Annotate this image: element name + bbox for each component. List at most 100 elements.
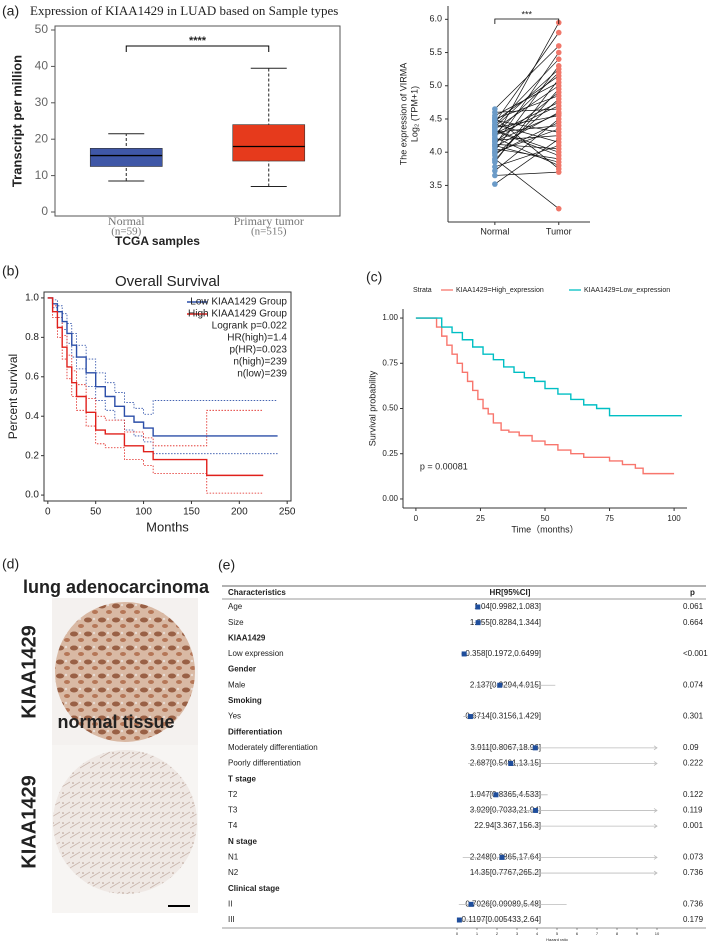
hr-marker bbox=[461, 651, 467, 657]
annotation: Logrank p=0.022 bbox=[212, 321, 288, 332]
point bbox=[555, 92, 562, 99]
y-tick-label: 0.0 bbox=[25, 490, 39, 501]
point bbox=[492, 157, 498, 163]
confidence-bound bbox=[47, 297, 278, 415]
x-axis-label: TCGA samples bbox=[115, 234, 200, 248]
pair-line bbox=[494, 82, 559, 116]
hr-marker bbox=[475, 620, 481, 626]
pair-line bbox=[494, 145, 559, 168]
row-label: N1 bbox=[228, 853, 239, 862]
pair-line bbox=[494, 138, 559, 185]
chart-title: Expression of KIAA1429 in LUAD based on … bbox=[30, 3, 338, 18]
annotation: p(HR)=0.023 bbox=[229, 345, 287, 356]
annotation: n(low)=239 bbox=[237, 369, 287, 380]
y-axis-label: Survival probability bbox=[367, 370, 377, 446]
x-tick-label: 100 bbox=[667, 514, 681, 523]
y-tick-label: 4.5 bbox=[429, 113, 442, 123]
row-label: KIAA1429 bbox=[18, 775, 40, 868]
x-tick-label: 2 bbox=[496, 931, 499, 936]
pair-line bbox=[494, 72, 560, 135]
point bbox=[492, 164, 498, 170]
row-label: Male bbox=[228, 680, 246, 689]
annotation: p = 0.00081 bbox=[420, 461, 468, 471]
pair-line bbox=[494, 105, 559, 136]
group-label: Smoking bbox=[228, 696, 262, 705]
point bbox=[555, 72, 562, 79]
ci-arrow bbox=[653, 855, 658, 860]
hr-marker bbox=[499, 854, 505, 860]
panel-label: (e) bbox=[218, 557, 235, 573]
point bbox=[492, 168, 498, 174]
p-value: 0.074 bbox=[683, 680, 704, 689]
point bbox=[555, 79, 562, 86]
row-label: Low expression bbox=[228, 649, 284, 658]
p-value: 0.061 bbox=[683, 602, 704, 611]
y-tick-label: 10 bbox=[35, 168, 49, 182]
point bbox=[492, 118, 498, 124]
row-label: II bbox=[228, 899, 232, 908]
x-tick-label: 100 bbox=[135, 507, 152, 518]
point bbox=[492, 127, 498, 134]
row-label: T2 bbox=[228, 790, 238, 799]
ci-arrow bbox=[653, 823, 658, 829]
point bbox=[555, 159, 562, 165]
y-tick-label: 0.2 bbox=[25, 450, 39, 461]
group-label: KIAA1429 bbox=[228, 633, 266, 642]
hr-label: 0.358[0.1972,0.6499] bbox=[465, 649, 541, 658]
x-tick-label: 5 bbox=[556, 931, 559, 936]
point bbox=[555, 129, 562, 136]
point bbox=[492, 138, 498, 145]
x-tick-label: 9 bbox=[636, 931, 639, 936]
x-tick-label: Normal bbox=[108, 214, 145, 228]
group-label: Gender bbox=[228, 665, 256, 674]
x-tick-label: 7 bbox=[596, 931, 599, 936]
point bbox=[555, 29, 562, 36]
point bbox=[492, 142, 498, 149]
point bbox=[555, 66, 562, 72]
box bbox=[232, 124, 306, 162]
x-tick-label: 200 bbox=[231, 507, 248, 518]
pair-line bbox=[494, 117, 559, 170]
group-label: T stage bbox=[228, 774, 257, 783]
y-tick-label: 0.4 bbox=[25, 411, 39, 422]
hr-label: 1.055[0.8284,1.344] bbox=[470, 618, 541, 627]
x-tick-label: 150 bbox=[183, 507, 200, 518]
hr-marker bbox=[467, 714, 473, 720]
y-tick-label: 5.5 bbox=[429, 47, 442, 57]
y-tick-label: 0.50 bbox=[382, 404, 398, 413]
pair-line bbox=[494, 108, 559, 113]
y-axis-label: Log₂ (TPM+1) bbox=[409, 86, 419, 142]
p-value: 0.664 bbox=[683, 618, 704, 627]
y-tick-label: 3.5 bbox=[429, 180, 442, 190]
pair-line bbox=[494, 88, 560, 161]
pair-line bbox=[494, 58, 560, 126]
tissue-core bbox=[55, 602, 195, 742]
hr-marker bbox=[456, 917, 462, 923]
x-axis-label: Time（months） bbox=[511, 524, 578, 534]
hr-marker bbox=[497, 682, 503, 688]
point bbox=[555, 56, 562, 62]
survival-curve bbox=[47, 297, 278, 437]
point bbox=[555, 205, 562, 212]
row-label: Size bbox=[228, 618, 244, 627]
confidence-bound bbox=[47, 297, 264, 494]
pair-line bbox=[494, 119, 559, 133]
x-tick-sublabel: (n=59) bbox=[111, 226, 141, 238]
x-tick-label: Primary tumor bbox=[234, 214, 304, 228]
survival-curve bbox=[415, 317, 682, 417]
row-label: Yes bbox=[228, 712, 241, 721]
p-value: 0.301 bbox=[683, 712, 704, 721]
pair-line bbox=[494, 75, 559, 122]
significance-label: *** bbox=[522, 9, 533, 19]
hr-marker bbox=[475, 604, 481, 610]
x-tick-label: 6 bbox=[576, 931, 579, 936]
p-value: 0.122 bbox=[683, 790, 704, 799]
y-tick-label: 0.00 bbox=[382, 494, 398, 503]
column-header: HR[95%CI] bbox=[490, 588, 531, 597]
image-title: normal tissue bbox=[57, 712, 174, 732]
row-label: KIAA1429 bbox=[18, 625, 40, 718]
p-value: 0.073 bbox=[683, 853, 704, 862]
y-tick-label: 6.0 bbox=[429, 14, 442, 24]
pair-line bbox=[494, 129, 559, 153]
point bbox=[555, 139, 562, 146]
